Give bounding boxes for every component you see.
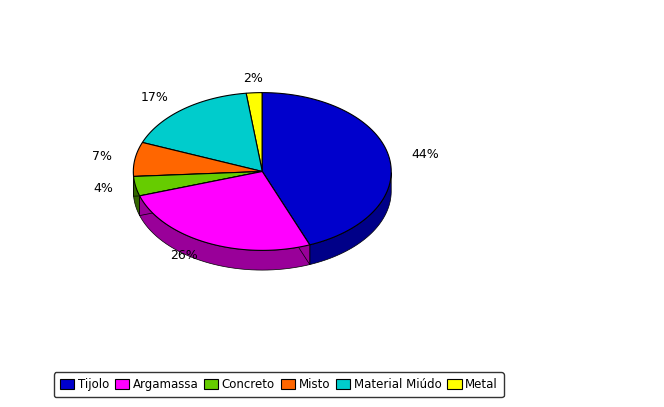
Text: 26%: 26% bbox=[170, 249, 197, 262]
Polygon shape bbox=[262, 171, 309, 265]
Polygon shape bbox=[133, 142, 262, 177]
Polygon shape bbox=[246, 93, 262, 171]
Polygon shape bbox=[142, 93, 262, 171]
Polygon shape bbox=[139, 196, 309, 270]
Polygon shape bbox=[133, 171, 262, 196]
Polygon shape bbox=[133, 171, 262, 196]
Text: 2%: 2% bbox=[243, 72, 263, 85]
Polygon shape bbox=[309, 173, 391, 265]
Polygon shape bbox=[133, 177, 139, 216]
Polygon shape bbox=[139, 171, 309, 250]
Text: 4%: 4% bbox=[93, 182, 113, 195]
Text: 7%: 7% bbox=[92, 151, 112, 164]
Text: 44%: 44% bbox=[412, 148, 440, 160]
Polygon shape bbox=[133, 171, 262, 196]
Polygon shape bbox=[139, 171, 262, 216]
Polygon shape bbox=[139, 171, 262, 216]
Legend: Tijolo, Argamassa, Concreto, Misto, Material Miúdo, Metal: Tijolo, Argamassa, Concreto, Misto, Mate… bbox=[54, 372, 504, 397]
Text: 17%: 17% bbox=[141, 92, 169, 105]
Polygon shape bbox=[262, 171, 309, 265]
Polygon shape bbox=[262, 93, 391, 245]
